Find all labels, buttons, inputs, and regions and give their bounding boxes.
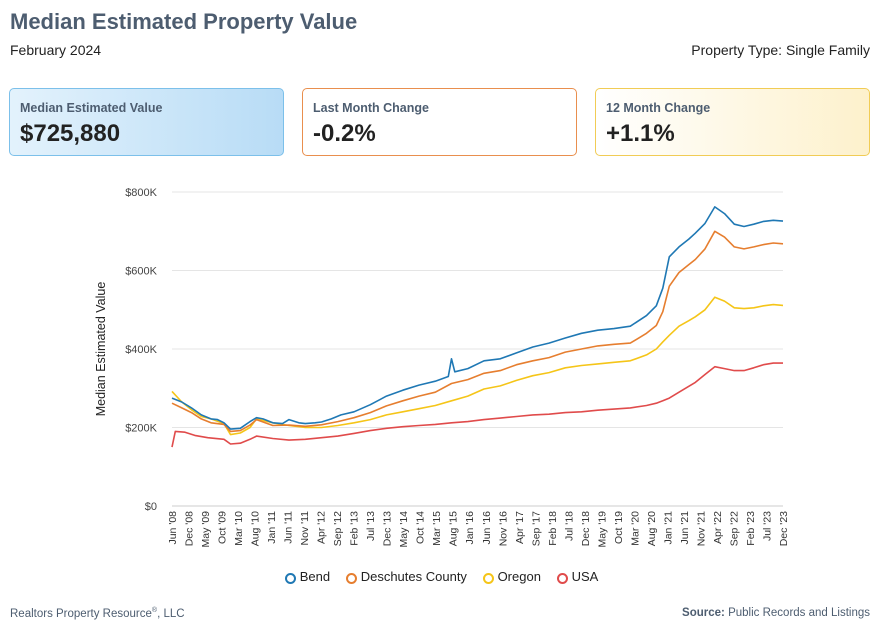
x-tick-label: Dec '18 xyxy=(580,511,592,546)
footer-source-label: Source: xyxy=(682,607,725,619)
x-tick-label: Dec '23 xyxy=(778,511,790,546)
series-line-usa xyxy=(171,362,783,448)
median-value-card: Median Estimated Value $725,880 xyxy=(9,88,284,156)
series-line-deschutes-county xyxy=(171,230,784,433)
x-tick-label: Nov '16 xyxy=(497,511,509,546)
series-line-oregon xyxy=(171,296,784,436)
x-tick-label: Oct '09 xyxy=(217,511,229,544)
x-tick-label: Aug '10 xyxy=(250,511,262,546)
x-tick-label: Jun '16 xyxy=(481,511,493,545)
legend-swatch-oregon xyxy=(482,573,494,585)
report-date: February 2024 xyxy=(10,42,102,58)
x-tick-label: Aug '20 xyxy=(646,511,658,546)
x-tick-label: Jun '08 xyxy=(167,511,179,545)
legend-swatch-deschutes xyxy=(345,573,357,585)
legend-swatch-bend xyxy=(284,573,296,585)
x-tick-label: Nov '21 xyxy=(695,511,707,546)
x-tick-label: Apr '17 xyxy=(514,511,526,544)
twelve-month-change-label: 12 Month Change xyxy=(606,101,711,115)
x-tick-label: Mar '10 xyxy=(233,511,245,546)
twelve-month-change-card: 12 Month Change +1.1% xyxy=(595,88,870,156)
property-type: Property Type: Single Family xyxy=(691,42,870,58)
x-tick-label: Jun '11 xyxy=(283,511,295,544)
footer-brand-suffix: , LLC xyxy=(157,607,185,620)
y-tick-label: $400K xyxy=(125,344,157,356)
x-tick-label: Jan '16 xyxy=(464,511,476,545)
x-tick-label: Dec '13 xyxy=(382,511,394,546)
x-tick-label: Aug '15 xyxy=(448,511,460,546)
chart-legend: Bend Deschutes County Oregon USA xyxy=(0,568,883,585)
x-tick-label: Mar '15 xyxy=(431,511,443,546)
legend-item-deschutes[interactable]: Deschutes County xyxy=(345,569,467,585)
x-tick-label: Jul '18 xyxy=(563,511,575,541)
x-tick-label: Oct '19 xyxy=(613,511,625,544)
footer-source: Source: Public Records and Listings xyxy=(682,607,870,619)
legend-label-usa: USA xyxy=(571,569,599,585)
legend-item-bend[interactable]: Bend xyxy=(284,569,331,585)
x-tick-label: Jan '11 xyxy=(266,511,278,544)
x-tick-label: Feb '23 xyxy=(745,511,757,546)
y-tick-label: $800K xyxy=(125,187,157,199)
x-tick-label: Jan '21 xyxy=(662,511,674,545)
legend-item-oregon[interactable]: Oregon xyxy=(482,569,541,585)
legend-label-oregon: Oregon xyxy=(497,569,541,585)
x-tick-label: Sep '22 xyxy=(728,511,740,546)
last-month-change-card: Last Month Change -0.2% xyxy=(302,88,577,156)
x-tick-label: Mar '20 xyxy=(629,511,641,546)
y-tick-label: $200K xyxy=(125,423,157,435)
series-line-bend xyxy=(171,206,784,430)
x-tick-label: May '14 xyxy=(398,511,410,548)
y-tick-label: $600K xyxy=(125,266,157,278)
median-value-label: Median Estimated Value xyxy=(20,101,163,115)
twelve-month-change-amount: +1.1% xyxy=(606,120,675,147)
x-tick-label: Sep '12 xyxy=(332,511,344,546)
x-tick-label: Jul '23 xyxy=(761,511,773,541)
x-tick-label: Feb '18 xyxy=(547,511,559,546)
x-tick-label: Sep '17 xyxy=(530,511,542,546)
x-tick-label: Apr '22 xyxy=(712,511,724,544)
y-tick-label: $0 xyxy=(145,501,157,513)
x-tick-label: Jun '21 xyxy=(679,511,691,545)
legend-swatch-usa xyxy=(556,573,568,585)
x-tick-label: Dec '08 xyxy=(184,511,196,546)
last-month-change-amount: -0.2% xyxy=(313,120,376,147)
x-tick-label: Oct '14 xyxy=(415,511,427,544)
registered-mark: ® xyxy=(151,607,158,614)
page-title: Median Estimated Property Value xyxy=(10,9,358,34)
x-tick-label: Jul '13 xyxy=(365,511,377,541)
x-tick-label: May '09 xyxy=(200,511,212,548)
legend-label-deschutes: Deschutes County xyxy=(360,569,467,585)
footer-brand-name: Realtors Property Resource xyxy=(10,607,152,620)
x-tick-label: Feb '13 xyxy=(349,511,361,546)
x-tick-label: Nov '11 xyxy=(299,511,311,546)
legend-label-bend: Bend xyxy=(299,569,331,585)
x-tick-label: May '19 xyxy=(596,511,608,548)
median-value-amount: $725,880 xyxy=(20,120,121,147)
legend-item-usa[interactable]: USA xyxy=(556,569,599,585)
footer-brand: Realtors Property Resource®, LLC xyxy=(10,607,185,620)
x-tick-label: Apr '12 xyxy=(316,511,328,544)
footer-source-text: Public Records and Listings xyxy=(728,607,870,619)
last-month-change-label: Last Month Change xyxy=(313,101,429,115)
property-value-line-chart: $0 $200K $400K $600K $800K Median Estimated V… xyxy=(94,187,790,548)
y-axis-label: Median Estimated Value xyxy=(94,282,108,417)
